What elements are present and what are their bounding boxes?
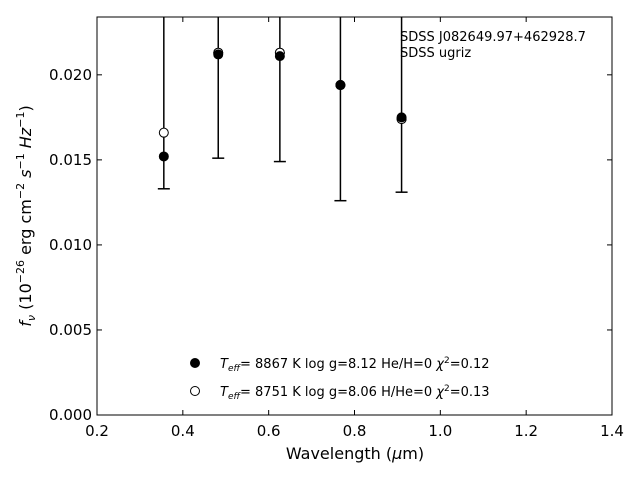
y-tick-label: 0.000 bbox=[49, 406, 92, 424]
object-annotation: SDSS J082649.97+462928.7 SDSS ugriz bbox=[400, 30, 586, 61]
y-tick-label: 0.005 bbox=[49, 321, 92, 339]
filled-model-point bbox=[396, 112, 407, 123]
y-axis-label: fν (10−26 erg cm−2 s−1 Hz−1) bbox=[14, 105, 38, 326]
x-axis-label: Wavelength (μm) bbox=[286, 444, 424, 463]
legend-marker-filled bbox=[190, 358, 200, 368]
x-tick-label: 0.4 bbox=[171, 422, 195, 440]
open-model-points bbox=[158, 47, 407, 138]
filled-model-point bbox=[274, 51, 285, 62]
x-tick-label: 1.4 bbox=[600, 422, 624, 440]
x-tick-label: 1.2 bbox=[514, 422, 538, 440]
plot-frame bbox=[96, 16, 613, 416]
legend-entry-filled: Teff= 8867 K log g=8.12 He/H=0 χ2=0.12 bbox=[220, 356, 490, 374]
y-tick-label: 0.020 bbox=[49, 66, 92, 84]
x-tick-label: 1.0 bbox=[428, 422, 452, 440]
y-tick-label: 0.015 bbox=[49, 151, 92, 169]
observed-flux-point bbox=[158, 127, 169, 138]
photometry-label: SDSS ugriz bbox=[400, 46, 471, 61]
x-tick-label: 0.6 bbox=[257, 422, 281, 440]
filled-model-point bbox=[213, 49, 224, 60]
legend-marker-open bbox=[190, 386, 200, 396]
x-tick-label: 0.2 bbox=[85, 422, 109, 440]
filled-model-point bbox=[158, 151, 169, 162]
x-axis-ticks: 0.2 0.4 0.6 0.8 1.0 1.2 1.4 bbox=[85, 17, 624, 440]
filled-model-points bbox=[158, 49, 407, 162]
y-axis-ticks: 0.000 0.005 0.010 0.015 0.020 bbox=[49, 66, 612, 424]
legend-entry-open: Teff= 8751 K log g=8.06 H/He=0 χ2=0.13 bbox=[220, 384, 490, 402]
error-bars bbox=[157, 17, 408, 202]
filled-model-point bbox=[335, 80, 346, 91]
x-tick-label: 0.8 bbox=[343, 422, 367, 440]
legend: Teff= 8867 K log g=8.12 He/H=0 χ2=0.12 T… bbox=[190, 356, 490, 402]
y-tick-label: 0.010 bbox=[49, 236, 92, 254]
object-name: SDSS J082649.97+462928.7 bbox=[400, 30, 586, 45]
